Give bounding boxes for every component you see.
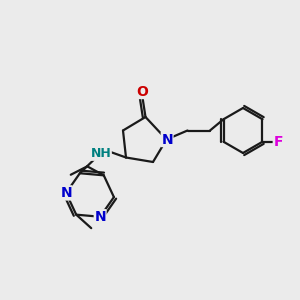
Text: N: N <box>161 133 173 146</box>
Text: O: O <box>136 85 148 98</box>
Text: N: N <box>60 186 72 200</box>
Text: F: F <box>273 135 283 149</box>
Text: NH: NH <box>91 147 111 160</box>
Text: N: N <box>94 210 106 224</box>
